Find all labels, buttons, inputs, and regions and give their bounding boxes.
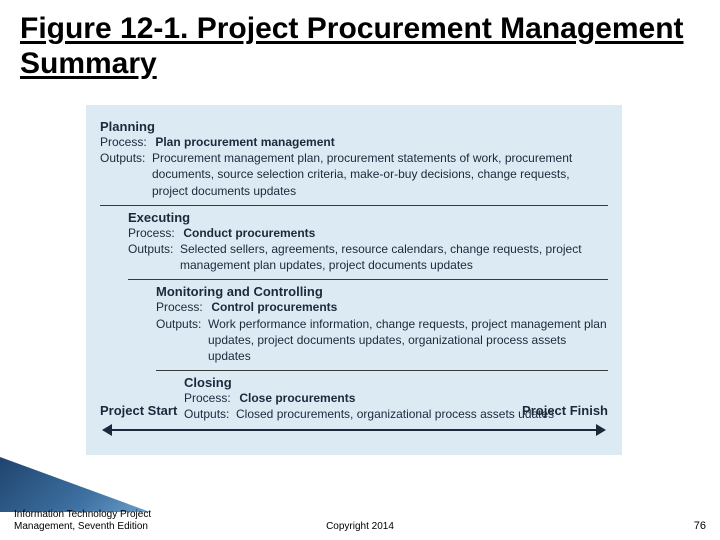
phase-name: Executing	[128, 210, 608, 225]
figure-summary-box: Planning Process: Plan procurement manag…	[86, 105, 622, 455]
process-label: Process:	[184, 390, 236, 406]
process-label: Process:	[128, 225, 180, 241]
phase-name: Monitoring and Controlling	[156, 284, 608, 299]
decor-triangle-icon	[0, 457, 150, 512]
phase-planning: Planning Process: Plan procurement manag…	[100, 115, 608, 206]
process-label: Process:	[100, 134, 152, 150]
phase-monitoring: Monitoring and Controlling Process: Cont…	[156, 280, 608, 371]
axis-line	[112, 429, 596, 431]
outputs-label: Outputs:	[156, 316, 208, 365]
footer-left-line2: Management, Seventh Edition	[14, 521, 151, 533]
outputs-text: Work performance information, change req…	[208, 316, 608, 365]
phase-executing: Executing Process: Conduct procurements …	[128, 206, 608, 281]
footer-book-title: Information Technology Project Managemen…	[14, 509, 151, 532]
process-text: Close procurements	[239, 391, 355, 405]
phase-name: Planning	[100, 119, 608, 134]
process-label: Process:	[156, 299, 208, 315]
footer-left-line1: Information Technology Project	[14, 509, 151, 521]
footer-copyright: Copyright 2014	[326, 521, 394, 532]
outputs-label: Outputs:	[184, 406, 236, 422]
phase-process-line: Process: Control procurements	[156, 299, 608, 315]
outputs-text: Procurement management plan, procurement…	[152, 150, 608, 199]
process-text: Control procurements	[211, 300, 337, 314]
phase-process-line: Process: Conduct procurements	[128, 225, 608, 241]
slide-title: Figure 12-1. Project Procurement Managem…	[0, 0, 720, 89]
phase-name: Closing	[184, 375, 608, 390]
outputs-label: Outputs:	[128, 241, 180, 273]
process-text: Plan procurement management	[155, 135, 334, 149]
phase-outputs-line: Outputs: Selected sellers, agreements, r…	[128, 241, 608, 273]
phase-outputs-line: Outputs: Procurement management plan, pr…	[100, 150, 608, 199]
arrow-right-icon	[596, 424, 606, 436]
process-text: Conduct procurements	[183, 226, 315, 240]
phase-process-line: Process: Plan procurement management	[100, 134, 608, 150]
phase-outputs-line: Outputs: Work performance information, c…	[156, 316, 608, 365]
outputs-text: Selected sellers, agreements, resource c…	[180, 241, 608, 273]
arrow-left-icon	[102, 424, 112, 436]
footer-page-number: 76	[694, 520, 706, 532]
outputs-label: Outputs:	[100, 150, 152, 199]
timeline-axis: Project Start Project Finish	[100, 421, 608, 443]
